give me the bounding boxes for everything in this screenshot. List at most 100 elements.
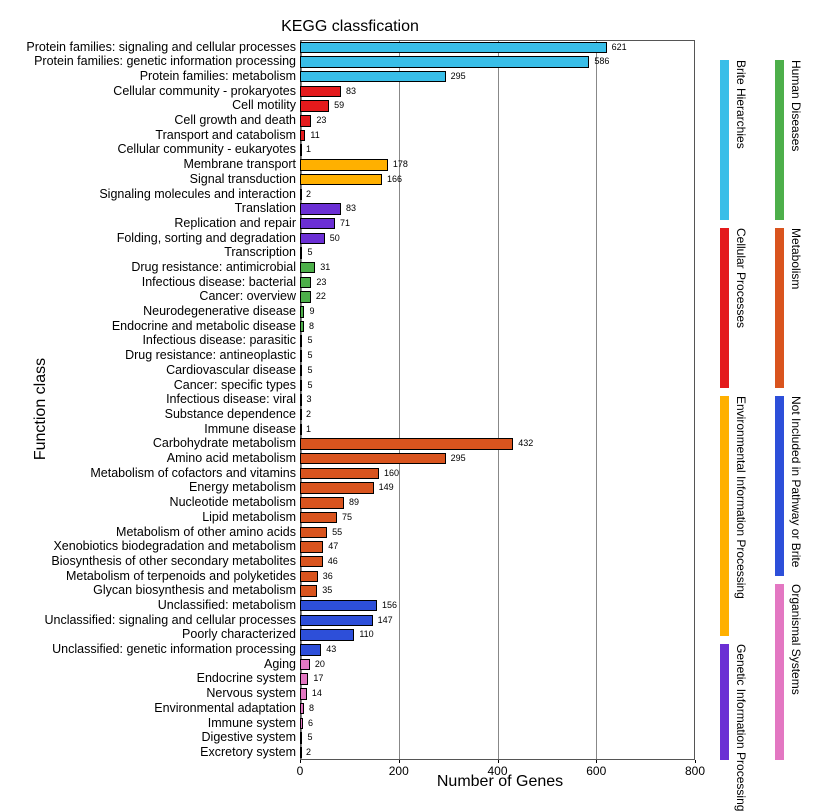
bar-label: Unclassified: genetic information proces… — [16, 643, 296, 656]
bar-label: Replication and repair — [16, 217, 296, 230]
bar-value: 2 — [303, 190, 311, 199]
chart-title: KEGG classfication — [0, 18, 700, 36]
bar-label: Infectious disease: bacterial — [16, 276, 296, 289]
bar-value: 36 — [320, 572, 333, 581]
bar — [300, 600, 377, 611]
bar-label: Metabolism of cofactors and vitamins — [16, 467, 296, 480]
bar — [300, 233, 325, 244]
bar-label: Nervous system — [16, 687, 296, 700]
bar — [300, 56, 589, 67]
bar-label: Cell growth and death — [16, 114, 296, 127]
bar-value: 621 — [609, 43, 627, 52]
bar-value: 5 — [304, 733, 312, 742]
legend-strip — [775, 584, 784, 760]
legend-strip — [775, 228, 784, 388]
bar — [300, 189, 302, 200]
bar-value: 83 — [343, 87, 356, 96]
bar — [300, 438, 513, 449]
bar — [300, 585, 317, 596]
bar-label: Cell motility — [16, 99, 296, 112]
bar — [300, 350, 302, 361]
bar — [300, 615, 373, 626]
bar — [300, 218, 335, 229]
bar-value: 23 — [313, 278, 326, 287]
bar-value: 89 — [346, 498, 359, 507]
bar — [300, 130, 305, 141]
bar-label: Cancer: overview — [16, 290, 296, 303]
bar-value: 31 — [317, 263, 330, 272]
bar-label: Carbohydrate metabolism — [16, 437, 296, 450]
bar-value: 59 — [331, 101, 344, 110]
bar — [300, 732, 302, 743]
grid-line — [399, 41, 400, 759]
bar — [300, 541, 323, 552]
bar — [300, 688, 307, 699]
bar-label: Cancer: specific types — [16, 379, 296, 392]
bar-value: 55 — [329, 528, 342, 537]
bar — [300, 174, 382, 185]
bar — [300, 629, 354, 640]
bar-label: Transcription — [16, 246, 296, 259]
bar-value: 22 — [313, 292, 326, 301]
bar — [300, 262, 315, 273]
bar — [300, 291, 311, 302]
bar — [300, 144, 302, 155]
bar-value: 5 — [304, 381, 312, 390]
bar-value: 147 — [375, 616, 393, 625]
bar-label: Immune system — [16, 717, 296, 730]
bar-value: 35 — [319, 586, 332, 595]
bar-value: 5 — [304, 248, 312, 257]
bar-label: Aging — [16, 658, 296, 671]
bar-label: Translation — [16, 202, 296, 215]
bar — [300, 468, 379, 479]
bar-value: 5 — [304, 351, 312, 360]
bar-value: 50 — [327, 234, 340, 243]
bar-value: 47 — [325, 542, 338, 551]
bar — [300, 644, 321, 655]
bar-value: 5 — [304, 366, 312, 375]
bar-value: 178 — [390, 160, 408, 169]
bar-label: Environmental adaptation — [16, 702, 296, 715]
bar-label: Membrane transport — [16, 158, 296, 171]
bar — [300, 659, 310, 670]
grid-line — [596, 41, 597, 759]
bar-label: Endocrine and metabolic disease — [16, 320, 296, 333]
bar — [300, 394, 302, 405]
bar-value: 110 — [356, 630, 373, 639]
bar-value: 586 — [591, 57, 609, 66]
bar-label: Protein families: genetic information pr… — [16, 55, 296, 68]
bar-value: 6 — [305, 719, 313, 728]
bar-label: Metabolism of terpenoids and polyketides — [16, 570, 296, 583]
bar-label: Cellular community - eukaryotes — [16, 143, 296, 156]
legend-strip — [720, 396, 729, 636]
bar-value: 160 — [381, 469, 399, 478]
bar-label: Immune disease — [16, 423, 296, 436]
bar-value: 46 — [325, 557, 338, 566]
bar-label: Excretory system — [16, 746, 296, 759]
bar — [300, 424, 302, 435]
grid-line — [498, 41, 499, 759]
bar — [300, 159, 388, 170]
legend-label: Organismal Systems — [789, 584, 803, 760]
bar-label: Cardiovascular disease — [16, 364, 296, 377]
bar-value: 5 — [304, 336, 312, 345]
legend-strip — [720, 228, 729, 388]
bar — [300, 453, 446, 464]
plot-area — [300, 40, 695, 760]
bar — [300, 247, 302, 258]
bar — [300, 527, 327, 538]
legend-label: Environmental Information Processing — [734, 396, 748, 636]
bar-value: 149 — [376, 483, 394, 492]
legend-label: Cellular Processes — [734, 228, 748, 388]
bar-label: Substance dependence — [16, 408, 296, 421]
bar-value: 2 — [303, 410, 311, 419]
bar — [300, 71, 446, 82]
bar — [300, 203, 341, 214]
bar-value: 1 — [303, 145, 311, 154]
bar — [300, 42, 607, 53]
bar-value: 432 — [515, 439, 533, 448]
bar-value: 20 — [312, 660, 325, 669]
bar-label: Amino acid metabolism — [16, 452, 296, 465]
bar-value: 2 — [303, 748, 311, 757]
bar-value: 295 — [448, 72, 466, 81]
